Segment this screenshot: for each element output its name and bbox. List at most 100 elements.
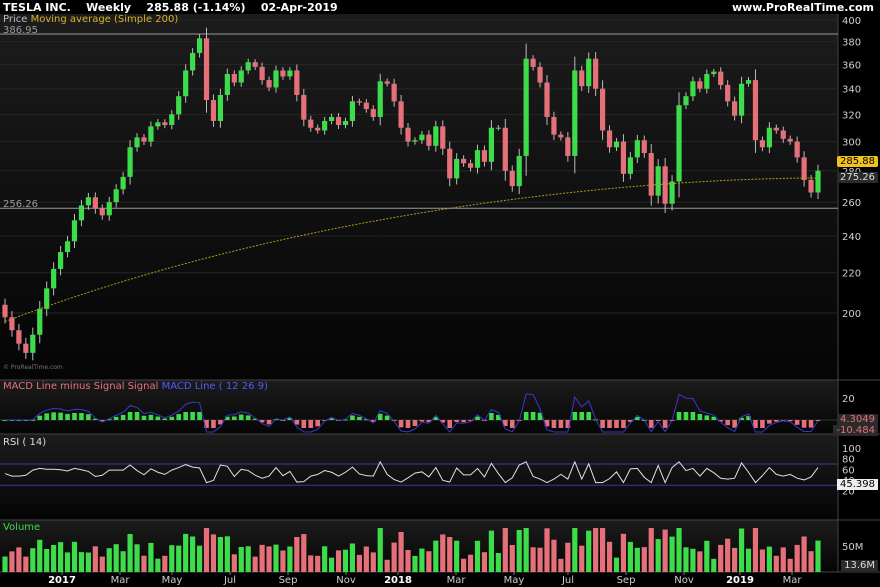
volume-bar	[474, 540, 481, 572]
candle-body	[176, 96, 182, 115]
volume-bar	[627, 541, 633, 572]
candle-body	[141, 137, 147, 142]
volume-bar	[16, 547, 22, 572]
rsi-panel-label: RSI ( 14)	[3, 437, 47, 448]
volume-bar	[9, 551, 15, 572]
x-tick-label: 2017	[48, 575, 76, 586]
volume-bar	[502, 528, 508, 572]
candle-body	[308, 119, 314, 128]
volume-bar	[530, 547, 536, 572]
candle-body	[752, 80, 759, 141]
candle-body	[794, 141, 800, 158]
price-tick-label: 240	[842, 232, 861, 243]
volume-bar	[620, 533, 627, 572]
macd-histogram-bar	[106, 419, 112, 421]
candle-body	[315, 127, 321, 131]
volume-bar	[315, 555, 321, 572]
macd-histogram-bar	[44, 413, 49, 420]
macd-histogram-bar	[489, 413, 494, 420]
volume-bar	[85, 552, 91, 572]
macd-histogram-bar	[509, 420, 515, 428]
candle-body	[106, 202, 112, 216]
volume-bar	[398, 532, 404, 572]
macd-histogram-bar	[218, 420, 223, 425]
candle-body	[356, 101, 362, 103]
macd-histogram-bar	[51, 412, 56, 420]
macd-histogram-bar	[148, 414, 154, 420]
panel-bg	[0, 434, 838, 520]
candle-body	[99, 208, 105, 216]
macd-label2: MACD Line ( 12 26 9)	[161, 381, 268, 392]
candle-body	[391, 83, 397, 102]
watermark: © ProRealTime.com	[3, 364, 63, 371]
volume-bar	[488, 530, 495, 572]
period-label: Weekly	[86, 1, 132, 14]
candle-body	[613, 141, 620, 148]
candle-body	[412, 140, 418, 142]
macd-histogram-bar	[551, 420, 557, 428]
candle-body	[85, 197, 91, 206]
macd-histogram-bar	[704, 415, 710, 420]
macd-panel-label: MACD Line minus Signal Signal MACD Line …	[3, 381, 268, 392]
candle-body	[544, 82, 550, 117]
volume-bar	[669, 536, 675, 572]
macd-histogram-bar	[662, 420, 668, 428]
candle-body	[44, 288, 50, 309]
candle-body	[808, 179, 814, 193]
volume-bar	[655, 539, 661, 572]
candle-body	[738, 83, 745, 116]
volume-bar	[412, 555, 418, 572]
macd-histogram-bar	[72, 412, 77, 420]
volume-bar	[349, 543, 356, 572]
candle-body	[203, 38, 210, 101]
candle-body	[801, 157, 807, 180]
volume-bar	[586, 530, 592, 572]
price-tick-label: 360	[842, 61, 861, 72]
site-link[interactable]: www.ProRealTime.com	[731, 1, 874, 14]
macd-histogram-bar	[225, 416, 230, 420]
macd-histogram-bar	[364, 419, 369, 421]
volume-bar	[738, 528, 745, 572]
volume-panel-label: Volume	[3, 522, 41, 533]
volume-bar	[648, 528, 654, 572]
candle-body	[349, 101, 356, 121]
candle-body	[454, 158, 460, 179]
macd-histogram-bar	[565, 420, 571, 428]
volume-bar	[690, 548, 696, 572]
volume-bar	[579, 545, 585, 572]
volume-bar	[51, 545, 57, 572]
quote-date: 02-Apr-2019	[260, 1, 338, 14]
macd-histogram-bar	[79, 413, 84, 420]
volume-bar	[495, 553, 501, 572]
macd-histogram-bar	[357, 416, 362, 420]
candle-body	[273, 70, 279, 88]
price-tick-label: 400	[842, 16, 861, 27]
macd-histogram-bar	[301, 420, 307, 428]
volume-bar	[481, 552, 488, 572]
volume-bar	[405, 550, 411, 572]
macd-histogram-bar	[350, 415, 355, 420]
volume-bar	[57, 542, 64, 572]
macd-histogram-bar	[648, 420, 654, 428]
macd-histogram-bar	[259, 420, 265, 423]
macd-histogram-bar	[30, 419, 36, 421]
chart-header: TESLA INC. Weekly 285.88 (-1.14%) 02-Apr…	[3, 1, 338, 14]
x-tick-label: Nov	[336, 575, 356, 586]
panel-bg	[0, 14, 838, 380]
candle-body	[488, 127, 495, 162]
candle-body	[572, 70, 578, 156]
candle-body	[474, 150, 481, 168]
last-price-box: 285.88	[837, 156, 878, 167]
candle-body	[815, 170, 821, 193]
macd-histogram-bar	[621, 420, 626, 428]
macd-histogram-bar	[523, 412, 529, 420]
macd-histogram-bar	[308, 420, 314, 428]
candle-body	[71, 220, 78, 242]
macd-histogram-bar	[732, 420, 737, 428]
candle-body	[433, 126, 439, 146]
candle-body	[745, 80, 752, 84]
volume-bar	[454, 540, 460, 572]
candle-body	[467, 163, 474, 168]
x-tick-label: Jul	[561, 575, 574, 586]
